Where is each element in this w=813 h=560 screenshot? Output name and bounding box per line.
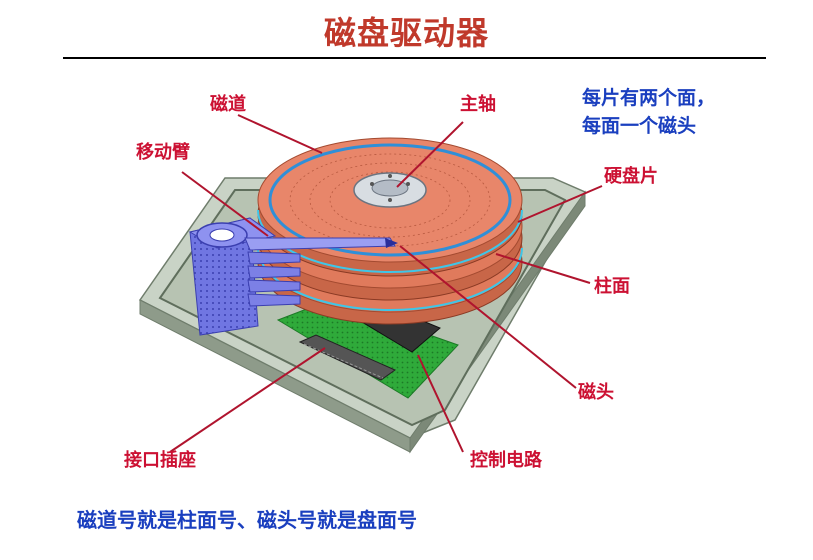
label-head: 磁头 (578, 382, 614, 403)
label-platter: 硬盘片 (604, 166, 658, 187)
leader-connector (169, 347, 326, 453)
leader-track (237, 114, 323, 154)
leader-cylinder (495, 253, 591, 284)
label-cylinder: 柱面 (594, 276, 630, 297)
interface-connector (298, 334, 397, 381)
leader-lines (169, 114, 603, 453)
surface-note-line2: 每面一个磁头 (582, 115, 697, 137)
footer-note: 磁道号就是柱面号、磁头号就是盘面号 (77, 508, 417, 532)
spindle (353, 172, 427, 208)
label-arm: 移动臂 (136, 142, 190, 163)
label-controller: 控制电路 (470, 450, 542, 471)
surface-note-line1: 每片有两个面， (582, 87, 716, 109)
head-tip (385, 238, 398, 248)
track-ring (268, 143, 512, 257)
title-divider (63, 57, 766, 59)
leader-platter (517, 185, 603, 223)
leader-spindle (396, 121, 464, 188)
surface-note: 每片有两个面， 每面一个磁头 (582, 84, 715, 140)
page-title: 磁盘驱动器 (323, 14, 489, 52)
leader-head (399, 245, 577, 389)
label-spindle: 主轴 (460, 94, 496, 115)
label-track: 磁道 (210, 94, 246, 115)
label-connector: 接口插座 (124, 450, 196, 471)
leader-arm (181, 171, 269, 237)
leader-controller (417, 354, 464, 453)
